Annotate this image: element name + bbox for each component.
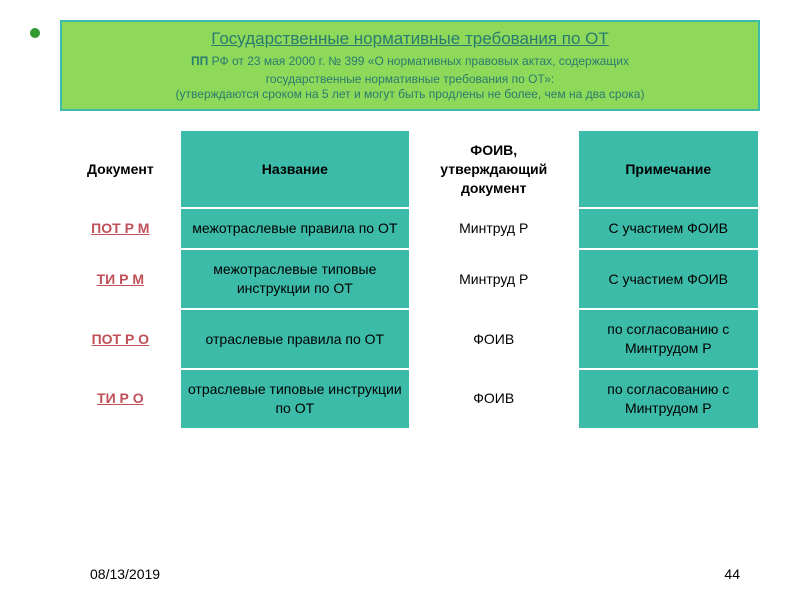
subtitle-line-2: ПП РФ от 23 мая 2000 г. № 399 «О нормати… bbox=[74, 51, 746, 72]
table-body: ПОТ Р Ммежотраслевые правила по ОТМинтру… bbox=[61, 208, 759, 428]
slide-title: Государственные нормативные требования п… bbox=[74, 28, 746, 51]
table-row: ПОТ Р Оотраслевые правила по ОТФОИВпо со… bbox=[61, 309, 759, 369]
doc-foiv: Минтруд Р bbox=[410, 208, 578, 249]
doc-foiv: ФОИВ bbox=[410, 309, 578, 369]
slide-footer: 08/13/2019 44 bbox=[90, 566, 740, 582]
requirements-table: ДокументНазваниеФОИВ, утверждающий докум… bbox=[60, 129, 760, 430]
table-column-header: Документ bbox=[61, 130, 180, 209]
title-text: Государственные нормативные требования п… bbox=[211, 29, 609, 48]
doc-foiv: Минтруд Р bbox=[410, 249, 578, 309]
table-row: ТИ Р Ммежотраслевые типовые инструкции п… bbox=[61, 249, 759, 309]
footer-page: 44 bbox=[724, 566, 740, 582]
slide-header: Государственные нормативные требования п… bbox=[60, 20, 760, 111]
doc-note: С участием ФОИВ bbox=[578, 249, 760, 309]
doc-name: межотраслевые правила по ОТ bbox=[180, 208, 410, 249]
doc-code: ПОТ Р О bbox=[61, 309, 180, 369]
subtitle-line-3: государственные нормативные требования п… bbox=[74, 72, 746, 88]
footer-date: 08/13/2019 bbox=[90, 566, 160, 582]
doc-name: отраслевые правила по ОТ bbox=[180, 309, 410, 369]
doc-code: ПОТ Р М bbox=[61, 208, 180, 249]
doc-note: по согласованию с Минтрудом Р bbox=[578, 369, 760, 429]
doc-name: межотраслевые типовые инструкции по ОТ bbox=[180, 249, 410, 309]
table-column-header: ФОИВ, утверждающий документ bbox=[410, 130, 578, 209]
subtitle-line-4: (утверждаются сроком на 5 лет и могут бы… bbox=[74, 87, 746, 103]
table-column-header: Название bbox=[180, 130, 410, 209]
doc-name: отраслевые типовые инструкции по ОТ bbox=[180, 369, 410, 429]
table-header-row: ДокументНазваниеФОИВ, утверждающий докум… bbox=[61, 130, 759, 209]
table-row: ПОТ Р Ммежотраслевые правила по ОТМинтру… bbox=[61, 208, 759, 249]
bullet-icon bbox=[30, 28, 40, 38]
doc-note: С участием ФОИВ bbox=[578, 208, 760, 249]
table-row: ТИ Р Оотраслевые типовые инструкции по О… bbox=[61, 369, 759, 429]
doc-note: по согласованию с Минтрудом Р bbox=[578, 309, 760, 369]
doc-code: ТИ Р О bbox=[61, 369, 180, 429]
doc-foiv: ФОИВ bbox=[410, 369, 578, 429]
doc-code: ТИ Р М bbox=[61, 249, 180, 309]
table-column-header: Примечание bbox=[578, 130, 760, 209]
